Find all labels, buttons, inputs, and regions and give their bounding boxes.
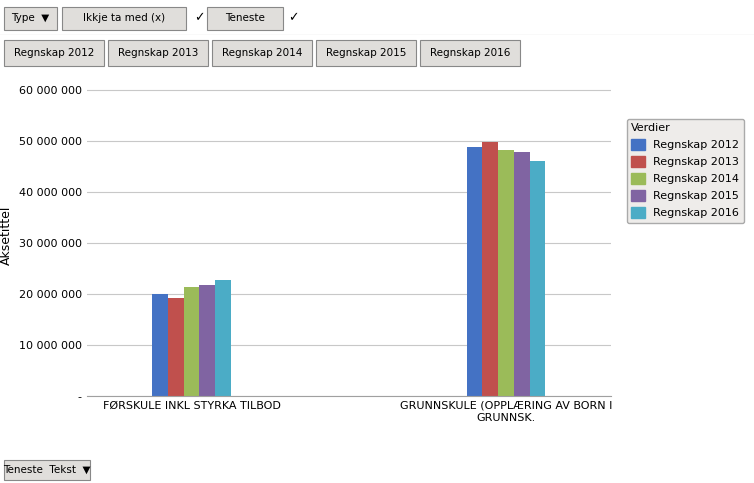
Bar	[467, 147, 483, 396]
Bar	[152, 294, 168, 396]
Y-axis label: Aksetittel: Aksetittel	[0, 206, 13, 265]
Text: Regnskap 2015: Regnskap 2015	[326, 48, 406, 58]
FancyBboxPatch shape	[420, 40, 520, 66]
FancyBboxPatch shape	[108, 40, 208, 66]
Text: Ikkje ta med (x): Ikkje ta med (x)	[83, 13, 165, 23]
FancyBboxPatch shape	[4, 7, 57, 29]
Text: Regnskap 2013: Regnskap 2013	[118, 48, 198, 58]
FancyBboxPatch shape	[316, 40, 416, 66]
Bar	[184, 287, 199, 396]
Text: ✓: ✓	[195, 11, 205, 24]
Bar	[483, 142, 498, 396]
FancyBboxPatch shape	[212, 40, 312, 66]
Bar	[168, 298, 184, 396]
Text: ✓: ✓	[288, 11, 299, 24]
FancyBboxPatch shape	[207, 7, 283, 29]
Bar	[199, 285, 215, 396]
Bar	[498, 150, 513, 396]
Bar	[215, 280, 231, 396]
Bar	[529, 160, 545, 396]
Text: Type  ▼: Type ▼	[11, 13, 49, 23]
Text: Teneste  Tekst  ▼: Teneste Tekst ▼	[3, 465, 91, 475]
FancyBboxPatch shape	[62, 7, 186, 29]
Text: Regnskap 2012: Regnskap 2012	[14, 48, 94, 58]
Text: Regnskap 2014: Regnskap 2014	[222, 48, 302, 58]
FancyBboxPatch shape	[4, 460, 90, 480]
Text: Regnskap 2016: Regnskap 2016	[430, 48, 510, 58]
FancyBboxPatch shape	[4, 40, 104, 66]
Bar	[513, 152, 529, 396]
Text: Teneste: Teneste	[225, 13, 265, 23]
Legend: Regnskap 2012, Regnskap 2013, Regnskap 2014, Regnskap 2015, Regnskap 2016: Regnskap 2012, Regnskap 2013, Regnskap 2…	[627, 119, 744, 223]
